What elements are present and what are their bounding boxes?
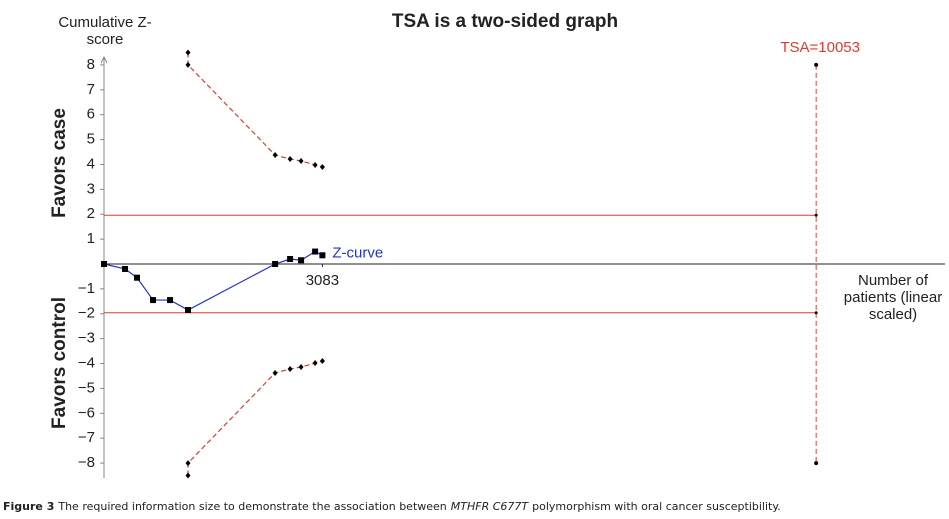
region-label: Favors control: [49, 297, 70, 429]
data-point: [319, 358, 325, 365]
data-point: [287, 256, 294, 263]
series-line: [187, 52, 323, 168]
data-point: [185, 472, 191, 479]
tsa-point: [814, 461, 819, 466]
y-tick-label: 1: [87, 230, 95, 247]
caption-label: Figure 3: [3, 500, 55, 513]
data-point: [312, 360, 318, 367]
data-point: [272, 261, 279, 267]
y-tick-label: −1: [78, 280, 95, 297]
tsa-label: TSA=10053: [780, 39, 860, 56]
series-line: [187, 360, 323, 476]
region-label: Favors case: [49, 108, 70, 218]
y-tick-label: 3: [87, 180, 95, 197]
y-tick-label: 2: [87, 205, 95, 222]
data-point: [272, 152, 278, 159]
tsa-point: [814, 62, 819, 67]
y-tick-label: −8: [78, 454, 95, 471]
y-tick-label: 4: [87, 155, 95, 172]
data-point: [185, 49, 191, 56]
y-tick-label: −4: [78, 355, 95, 372]
data-point: [185, 460, 191, 467]
tsa-point: [814, 213, 818, 217]
data-point: [272, 369, 278, 376]
chart: TSA is a two-sided graph Favors case Fav…: [49, 11, 945, 479]
data-point: [185, 61, 191, 68]
data-point: [298, 157, 304, 164]
data-point: [122, 265, 129, 272]
caption-text: polymorphism with oral cancer susceptibi…: [532, 500, 781, 513]
chart-title: TSA is a two-sided graph: [392, 11, 618, 32]
y-tick-label: −3: [78, 330, 95, 347]
data-point: [185, 307, 192, 314]
y-axis-label: Cumulative Z-score: [58, 14, 152, 48]
data-point: [319, 252, 326, 259]
y-tick-label: −6: [78, 404, 95, 421]
series-label: Z-curve: [332, 244, 383, 261]
data-point: [134, 274, 141, 281]
y-axis-arrow: [100, 55, 108, 64]
data-point: [167, 297, 174, 304]
y-tick-label: −7: [78, 429, 95, 446]
data-point: [287, 366, 293, 373]
data-point: [101, 261, 107, 267]
caption-gene: MTHFR C677T: [450, 500, 529, 513]
y-tick-label: 8: [87, 56, 95, 73]
caption-text: The required information size to demonst…: [58, 500, 447, 513]
x-axis-label: Number of patients (linear scaled): [843, 272, 943, 323]
x-tick-label: 3083: [306, 272, 339, 289]
data-point: [287, 155, 293, 162]
data-point: [150, 297, 157, 304]
y-tick-label: 7: [87, 81, 95, 98]
y-tick-label: 6: [87, 106, 95, 123]
tsa-point: [814, 311, 818, 315]
data-point: [298, 364, 304, 371]
y-tick-label: 5: [87, 131, 95, 148]
y-tick-label: −2: [78, 305, 95, 322]
caption: Figure 3 The required information size to…: [3, 500, 781, 513]
data-point: [298, 257, 305, 264]
data-point: [319, 163, 325, 170]
y-tick-label: −5: [78, 379, 95, 396]
data-point: [312, 161, 318, 168]
data-point: [312, 248, 319, 255]
